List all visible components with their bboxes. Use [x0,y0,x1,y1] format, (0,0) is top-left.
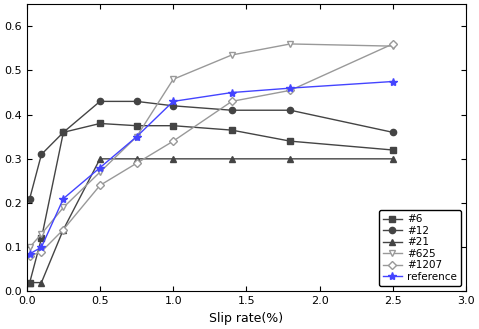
#12 [171,104,176,108]
#6 [97,121,103,125]
reference [229,90,235,94]
#12 [134,99,139,103]
#6 [27,281,33,285]
Line: #6: #6 [26,120,396,286]
#12 [38,152,44,156]
reference [171,99,176,103]
#625 [134,135,139,139]
#12 [97,99,103,103]
#625 [171,77,176,81]
#21 [287,157,293,161]
Legend: #6, #12, #21, #625, #1207, reference: #6, #12, #21, #625, #1207, reference [378,210,461,286]
Line: #21: #21 [26,156,396,286]
#1207 [229,99,235,103]
#1207 [38,250,44,254]
#625 [287,42,293,46]
#1207 [27,254,33,258]
#21 [60,228,66,232]
Line: #12: #12 [26,98,396,202]
#625 [390,44,396,48]
#21 [97,157,103,161]
Line: #625: #625 [26,40,396,251]
#21 [134,157,139,161]
#1207 [390,42,396,46]
#6 [229,128,235,132]
reference [27,252,33,256]
#6 [390,148,396,152]
Line: #1207: #1207 [27,41,396,259]
#1207 [287,89,293,92]
#6 [287,139,293,143]
#12 [390,130,396,134]
#12 [60,130,66,134]
#21 [390,157,396,161]
#625 [38,232,44,236]
#21 [27,281,33,285]
reference [38,245,44,249]
X-axis label: Slip rate(%): Slip rate(%) [209,312,284,325]
#12 [27,197,33,201]
#21 [171,157,176,161]
#21 [229,157,235,161]
reference [60,197,66,201]
#6 [60,130,66,134]
#12 [229,108,235,112]
#1207 [97,183,103,187]
#1207 [171,139,176,143]
#625 [97,170,103,174]
#625 [27,245,33,249]
#6 [171,124,176,128]
#12 [287,108,293,112]
reference [134,135,139,139]
#6 [134,124,139,128]
#21 [38,281,44,285]
Line: reference: reference [25,77,397,258]
#625 [229,53,235,57]
#1207 [60,228,66,232]
#625 [60,206,66,210]
reference [390,80,396,84]
#1207 [134,161,139,165]
reference [97,166,103,170]
#6 [38,237,44,240]
reference [287,86,293,90]
